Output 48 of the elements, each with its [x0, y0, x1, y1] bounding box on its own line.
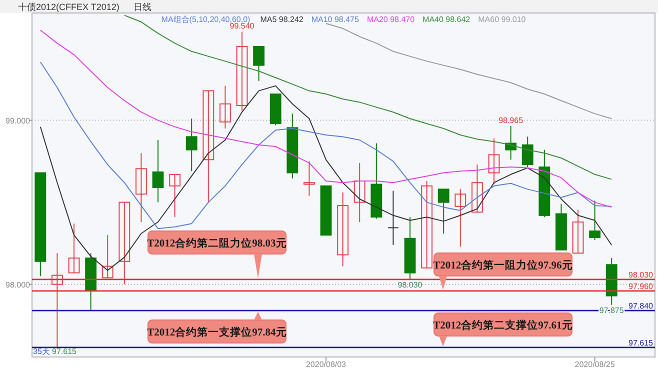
text: MA40 98.642 [422, 15, 471, 24]
x-tick-label: 2020/08/03 [306, 360, 347, 368]
candlestick [572, 209, 584, 254]
candlestick [51, 252, 63, 348]
candlestick [303, 160, 315, 196]
candlestick [236, 31, 248, 111]
ref-line-label: 97.840 [628, 302, 654, 311]
text: MA5 98.242 [260, 15, 304, 24]
candlestick [68, 223, 80, 274]
ref-line-label: 97.960 [628, 282, 654, 291]
candlestick [219, 85, 231, 129]
candlestick [169, 174, 181, 218]
chart-title: 十债2012(CFFEX T2012) [18, 2, 120, 12]
x-tick-label: 2020/08/25 [574, 360, 616, 368]
candlestick [202, 90, 214, 203]
candlestick [102, 234, 114, 278]
candlestick [387, 190, 399, 246]
ref-line-label: 97.615 [628, 338, 654, 348]
annotation: 98.965 [498, 116, 524, 126]
y-tick-label: 98.000 [6, 280, 31, 290]
candlestick [186, 118, 198, 172]
text: MA20 98.470 [366, 15, 416, 24]
text: MA60 99.010 [478, 15, 526, 24]
candlestick [488, 138, 500, 185]
line-series [124, 14, 612, 180]
line-series [40, 30, 612, 208]
candlestick [135, 152, 147, 222]
text: MA10 98.475 [311, 15, 360, 24]
annotation: 97.615 [52, 347, 78, 356]
y-tick-label: 99.000 [6, 116, 31, 126]
candlestick [522, 136, 534, 168]
annotation: 98.030 [398, 280, 423, 290]
annotation: 35天 [33, 347, 50, 356]
candlestick [589, 200, 601, 241]
line-series [40, 62, 612, 230]
candlestick [253, 46, 265, 82]
ref-line-label: 98.030 [628, 270, 654, 280]
candlestick [354, 162, 366, 222]
candlestick [118, 202, 130, 285]
candlestick [152, 139, 164, 203]
candlestick [471, 164, 483, 213]
candlestick [421, 180, 433, 268]
legend-title: MA组合(5,10,20,40,60,0) [161, 15, 251, 24]
annotation: 99.540 [230, 22, 255, 31]
candlestick [337, 192, 349, 267]
text: 日线 [133, 2, 152, 12]
candlestick [454, 188, 466, 248]
candlestick [438, 188, 450, 234]
